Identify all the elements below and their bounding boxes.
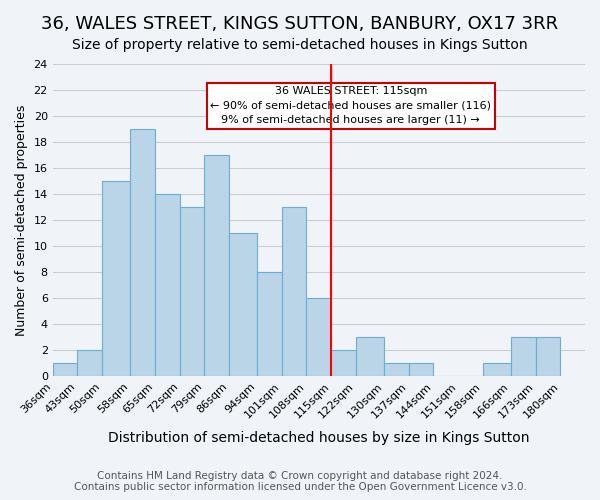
Bar	[102, 181, 130, 376]
Bar	[204, 155, 229, 376]
Bar	[483, 363, 511, 376]
X-axis label: Distribution of semi-detached houses by size in Kings Sutton: Distribution of semi-detached houses by …	[108, 431, 530, 445]
Bar	[53, 363, 77, 376]
Text: 36, WALES STREET, KINGS SUTTON, BANBURY, OX17 3RR: 36, WALES STREET, KINGS SUTTON, BANBURY,…	[41, 15, 559, 33]
Text: 36 WALES STREET: 115sqm
← 90% of semi-detached houses are smaller (116)
9% of se: 36 WALES STREET: 115sqm ← 90% of semi-de…	[210, 86, 491, 126]
Bar	[331, 350, 356, 376]
Y-axis label: Number of semi-detached properties: Number of semi-detached properties	[15, 104, 28, 336]
Bar	[282, 207, 307, 376]
Text: Size of property relative to semi-detached houses in Kings Sutton: Size of property relative to semi-detach…	[72, 38, 528, 52]
Bar	[130, 129, 155, 376]
Bar	[384, 363, 409, 376]
Bar	[179, 207, 204, 376]
Bar	[536, 337, 560, 376]
Bar	[307, 298, 331, 376]
Bar	[356, 337, 384, 376]
Bar	[229, 233, 257, 376]
Bar	[409, 363, 433, 376]
Bar	[77, 350, 102, 376]
Bar	[257, 272, 282, 376]
Text: Contains HM Land Registry data © Crown copyright and database right 2024.
Contai: Contains HM Land Registry data © Crown c…	[74, 471, 526, 492]
Bar	[155, 194, 179, 376]
Bar	[511, 337, 536, 376]
